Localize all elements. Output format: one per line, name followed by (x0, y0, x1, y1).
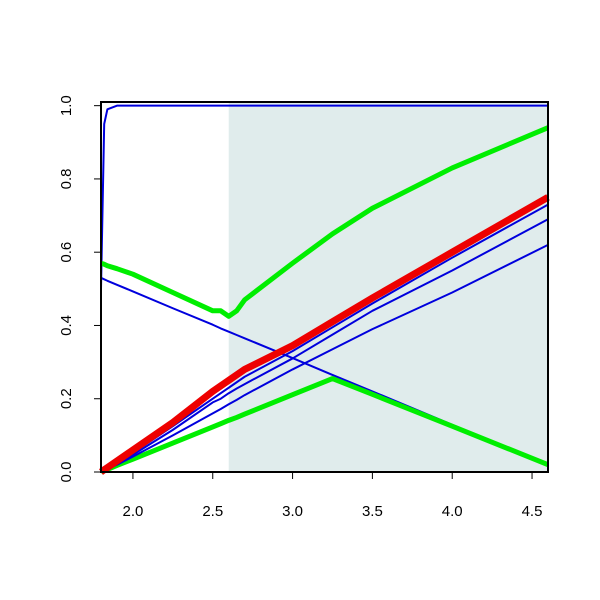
y-tick-label: 0.0 (58, 462, 75, 483)
data-line (100, 125, 549, 319)
y-tick-label: 0.8 (58, 169, 75, 190)
y-tick-label: 0.2 (58, 388, 75, 409)
y-tick-label: 0.4 (58, 315, 75, 336)
data-line (99, 194, 550, 475)
data-line (100, 104, 548, 289)
data-line (100, 276, 549, 466)
x-tick-label: 4.5 (522, 503, 543, 520)
x-tick-label: 3.0 (282, 503, 303, 520)
x-tick-label: 2.0 (122, 503, 143, 520)
plot-frame (100, 101, 549, 473)
x-tick-label: 2.5 (202, 503, 223, 520)
x-tick-label: 3.5 (362, 503, 383, 520)
y-tick-label: 0.6 (58, 242, 75, 263)
x-tick-label: 4.0 (442, 503, 463, 520)
y-tick-label: 1.0 (58, 95, 75, 116)
